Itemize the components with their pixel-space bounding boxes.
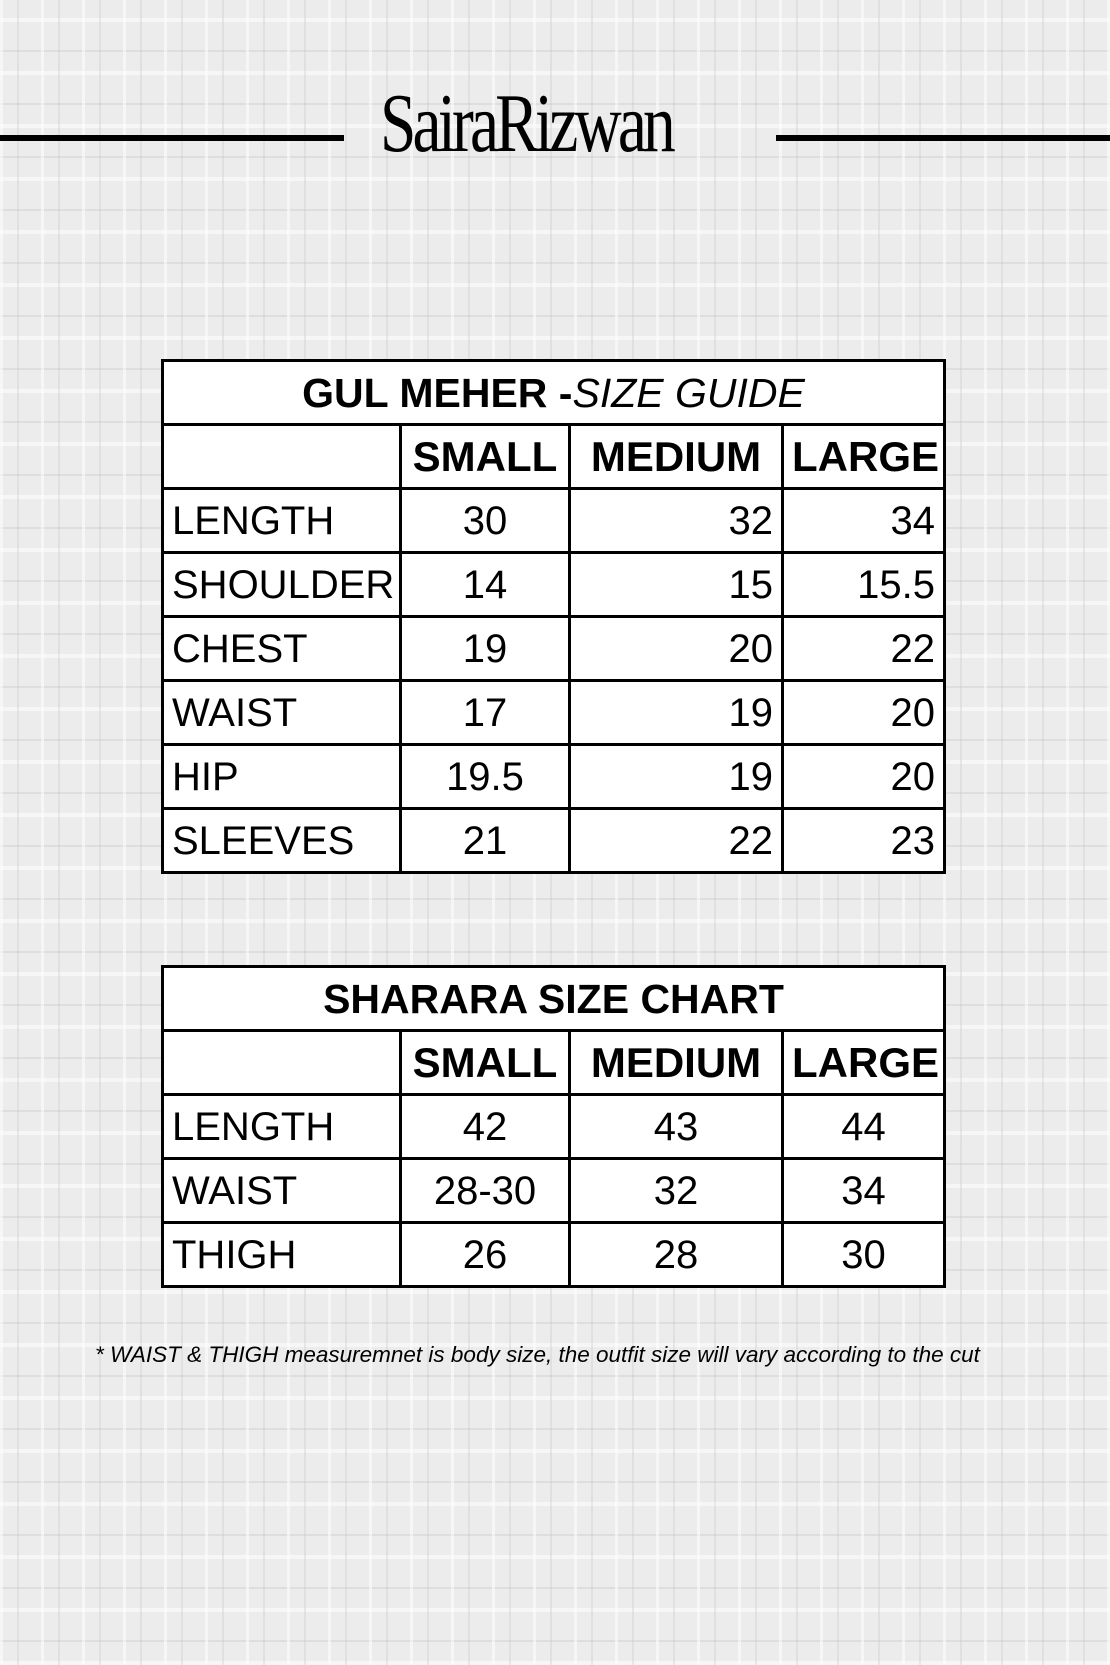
- cell-large: 44: [781, 1093, 946, 1160]
- cell-small: 26: [399, 1221, 571, 1288]
- size-guide-table: GUL MEHER -SIZE GUIDE SMALL MEDIUM LARGE…: [161, 359, 946, 874]
- table-row: CHEST 19 20 22: [161, 615, 946, 682]
- table-row: LENGTH 42 43 44: [161, 1093, 946, 1160]
- table-title-row: SHARARA SIZE CHART: [161, 965, 946, 1032]
- table-title: SHARARA SIZE CHART: [161, 965, 946, 1032]
- cell-medium: 43: [568, 1093, 784, 1160]
- row-label: HIP: [161, 743, 402, 810]
- cell-medium: 15: [568, 551, 784, 618]
- sharara-size-table: SHARARA SIZE CHART SMALL MEDIUM LARGE LE…: [161, 965, 946, 1288]
- cell-medium: 32: [568, 1157, 784, 1224]
- cell-medium: 19: [568, 743, 784, 810]
- cell-large: 20: [781, 743, 946, 810]
- title-italic: SIZE GUIDE: [572, 369, 805, 416]
- cell-small: 19: [399, 615, 571, 682]
- table-title: GUL MEHER -SIZE GUIDE: [161, 359, 946, 426]
- cell-small: 30: [399, 487, 571, 554]
- cell-medium: 20: [568, 615, 784, 682]
- table-row: THIGH 26 28 30: [161, 1221, 946, 1288]
- row-label: LENGTH: [161, 1093, 402, 1160]
- cell-small: 14: [399, 551, 571, 618]
- row-label: LENGTH: [161, 487, 402, 554]
- table-row: WAIST 17 19 20: [161, 679, 946, 746]
- header-medium: MEDIUM: [568, 423, 784, 490]
- row-label: CHEST: [161, 615, 402, 682]
- cell-large: 34: [781, 487, 946, 554]
- cell-large: 34: [781, 1157, 946, 1224]
- header-small: SMALL: [399, 423, 571, 490]
- cell-small: 42: [399, 1093, 571, 1160]
- cell-large: 30: [781, 1221, 946, 1288]
- cell-large: 23: [781, 807, 946, 874]
- cell-small: 28-30: [399, 1157, 571, 1224]
- cell-large: 22: [781, 615, 946, 682]
- divider-right: [776, 135, 1110, 141]
- header-medium: MEDIUM: [568, 1029, 784, 1096]
- cell-medium: 19: [568, 679, 784, 746]
- row-label: SLEEVES: [161, 807, 402, 874]
- header-row: SMALL MEDIUM LARGE: [161, 423, 946, 490]
- row-label: WAIST: [161, 1157, 402, 1224]
- header-large: LARGE: [781, 1029, 946, 1096]
- header-cell: [161, 1029, 402, 1096]
- divider-left: [0, 135, 344, 141]
- table-row: HIP 19.5 19 20: [161, 743, 946, 810]
- row-label: THIGH: [161, 1221, 402, 1288]
- cell-medium: 32: [568, 487, 784, 554]
- cell-small: 21: [399, 807, 571, 874]
- cell-large: 15.5: [781, 551, 946, 618]
- header-row: SMALL MEDIUM LARGE: [161, 1029, 946, 1096]
- table-row: LENGTH 30 32 34: [161, 487, 946, 554]
- table-row: SHOULDER 14 15 15.5: [161, 551, 946, 618]
- footnote: * WAIST & THIGH measuremnet is body size…: [95, 1342, 980, 1367]
- brand-logo: SairaRizwan: [380, 77, 676, 170]
- cell-small: 17: [399, 679, 571, 746]
- header-large: LARGE: [781, 423, 946, 490]
- cell-medium: 22: [568, 807, 784, 874]
- header-small: SMALL: [399, 1029, 571, 1096]
- title-bold: GUL MEHER -: [302, 369, 573, 416]
- cell-small: 19.5: [399, 743, 571, 810]
- cell-medium: 28: [568, 1221, 784, 1288]
- table-row: WAIST 28-30 32 34: [161, 1157, 946, 1224]
- table-row: SLEEVES 21 22 23: [161, 807, 946, 874]
- row-label: SHOULDER: [161, 551, 402, 618]
- row-label: WAIST: [161, 679, 402, 746]
- cell-large: 20: [781, 679, 946, 746]
- table-title-row: GUL MEHER -SIZE GUIDE: [161, 359, 946, 426]
- header-cell: [161, 423, 402, 490]
